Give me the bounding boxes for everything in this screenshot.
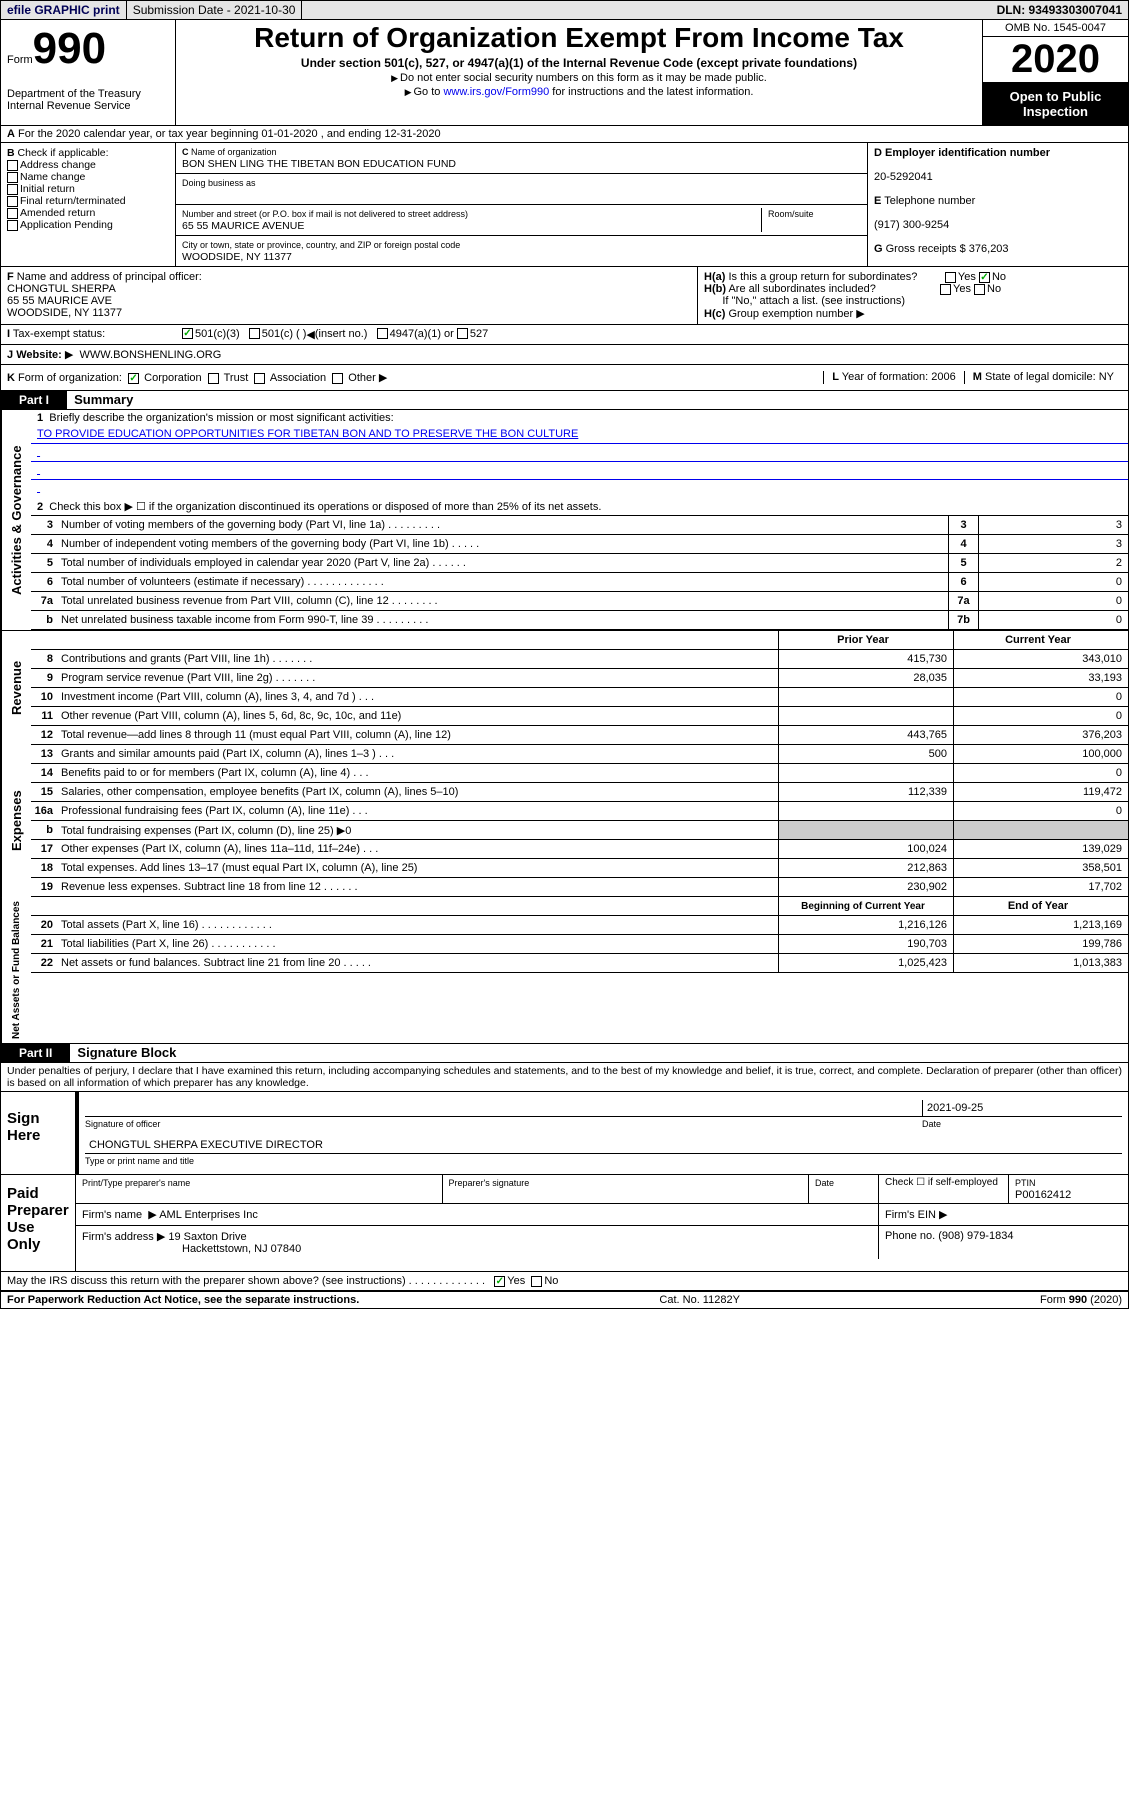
declaration-text: Under penalties of perjury, I declare th… (1, 1063, 1128, 1092)
website: WWW.BONSHENLING.ORG (79, 349, 221, 361)
part1-header: Part I (1, 391, 67, 409)
efile-link[interactable]: efile GRAPHIC print (1, 1, 127, 19)
tax-year: 2020 (983, 37, 1128, 83)
goto-note: Go to www.irs.gov/Form990 for instructio… (180, 86, 978, 98)
inspection-badge: Open to Public Inspection (983, 83, 1128, 125)
form990-link[interactable]: www.irs.gov/Form990 (443, 86, 549, 98)
paperwork-notice: For Paperwork Reduction Act Notice, see … (7, 1294, 359, 1306)
form-title: Return of Organization Exempt From Incom… (180, 22, 978, 54)
ssn-note: Do not enter social security numbers on … (180, 72, 978, 84)
org-name: BON SHEN LING THE TIBETAN BON EDUCATION … (182, 158, 456, 170)
gross-receipts: 376,203 (969, 243, 1009, 255)
sig-date: 2021-09-25 (922, 1100, 1122, 1116)
officer-name: CHONGTUL SHERPA (7, 283, 116, 295)
vtab-expenses: Expenses (1, 745, 31, 897)
submission-date: Submission Date - 2021-10-30 (127, 1, 303, 19)
dln: DLN: 93493303007041 (991, 1, 1128, 19)
form-subtitle: Under section 501(c), 527, or 4947(a)(1)… (180, 56, 978, 70)
firm-name: AML Enterprises Inc (159, 1209, 258, 1221)
vtab-revenue: Revenue (1, 631, 31, 745)
dept-label: Department of the Treasury Internal Reve… (7, 88, 169, 112)
row-a: A For the 2020 calendar year, or tax yea… (1, 126, 1128, 143)
omb-number: OMB No. 1545-0047 (983, 20, 1128, 37)
officer-typed-name: CHONGTUL SHERPA EXECUTIVE DIRECTOR (85, 1137, 327, 1153)
col-b-checks: B Check if applicable: Address change Na… (1, 143, 176, 266)
sign-here-label: Sign Here (1, 1092, 76, 1174)
form-version: Form 990 (2020) (1040, 1294, 1122, 1306)
mission-text: TO PROVIDE EDUCATION OPPORTUNITIES FOR T… (31, 426, 1128, 444)
vtab-netassets: Net Assets or Fund Balances (1, 897, 31, 1043)
org-city: WOODSIDE, NY 11377 (182, 251, 292, 263)
paid-preparer-label: Paid Preparer Use Only (1, 1175, 76, 1271)
firm-addr: 19 Saxton Drive (168, 1231, 246, 1243)
firm-phone: (908) 979-1834 (938, 1230, 1013, 1242)
topbar: efile GRAPHIC print Submission Date - 20… (0, 0, 1129, 20)
ptin: P00162412 (1015, 1189, 1071, 1201)
form-header: Form990 Department of the Treasury Inter… (1, 20, 1128, 126)
vtab-governance: Activities & Governance (1, 410, 31, 630)
form-number: Form990 (7, 24, 169, 74)
org-street: 65 55 MAURICE AVENUE (182, 220, 304, 232)
phone: (917) 300-9254 (874, 219, 949, 231)
part2-header: Part II (1, 1044, 70, 1062)
ein: 20-5292041 (874, 171, 933, 183)
cat-no: Cat. No. 11282Y (659, 1294, 740, 1306)
